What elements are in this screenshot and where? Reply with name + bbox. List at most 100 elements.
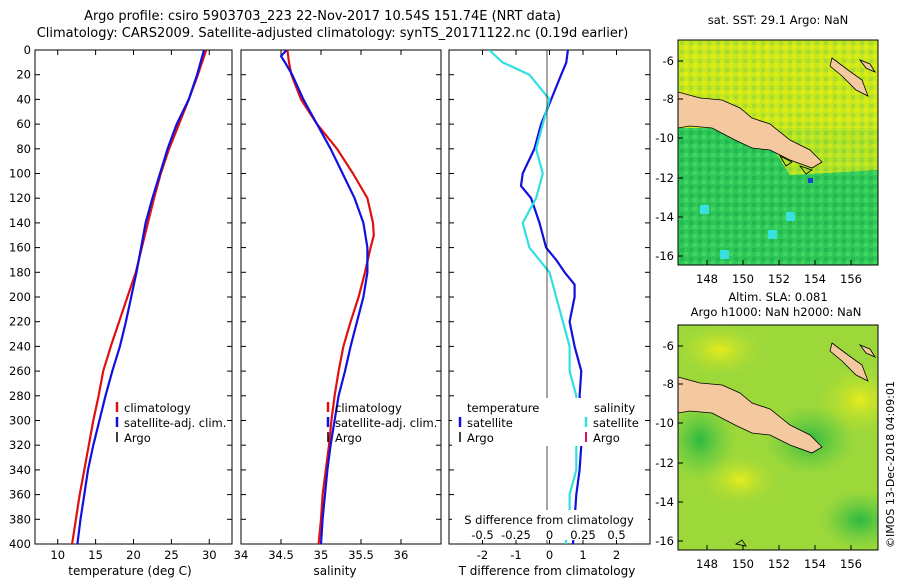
s-axis-background (452, 510, 648, 540)
y-tick-label: 200 (9, 290, 31, 304)
legend-label-argo: Argo (335, 431, 362, 445)
series-group (279, 50, 375, 544)
legend-label-satellite: satellite-adj. clim. (124, 416, 226, 430)
new-guinea-landmass (678, 376, 823, 454)
map-y-tick-label: -8 (663, 377, 674, 391)
x-tick-label: 25 (164, 548, 179, 562)
t-difference-axis-label: T difference from climatology (458, 564, 636, 578)
map-y-tick-label: -12 (655, 456, 674, 470)
y-tick-label: 180 (9, 265, 31, 279)
sla-high-blob (678, 325, 770, 380)
temperature-axis-label: temperature (deg C) (68, 564, 191, 578)
map-y-tick-label: -14 (655, 495, 674, 509)
sst-cyan-pixel (768, 230, 777, 239)
y-tick-label: 400 (9, 537, 31, 551)
map-y-tick-label: -6 (663, 54, 674, 68)
sla-low-blob (678, 400, 735, 480)
sla-low-blob (820, 490, 878, 550)
legend-label-t-satellite: satellite (467, 416, 513, 430)
map-x-tick-label: 156 (840, 272, 862, 286)
difference-legend: temperature salinity satellite Argo sate… (452, 398, 642, 446)
x-tick-label: 0 (546, 548, 553, 562)
map-y-tick-label: -10 (655, 131, 674, 145)
reef-outline (734, 539, 747, 547)
x-tick-label: 1 (579, 548, 586, 562)
x-tick-label: 30 (202, 548, 217, 562)
temperature-legend: climatology satellite-adj. clim. Argo (115, 401, 226, 445)
difference-panel-frame (448, 49, 651, 545)
new-britain-landmass (829, 57, 869, 97)
new-guinea-landmass (678, 91, 823, 169)
map-x-tick-label: 156 (840, 557, 862, 571)
map-x-tick-label: 150 (732, 557, 754, 571)
y-tick-label: 20 (16, 68, 31, 82)
sla-map-frame (677, 324, 879, 551)
x-tick-label: 10 (50, 548, 65, 562)
island-landmass (858, 344, 877, 358)
legend-label-t-argo: Argo (467, 431, 494, 445)
legend-label-s-satellite: satellite (593, 416, 639, 430)
chart-title-line2: Climatology: CARS2009. Satellite-adjuste… (36, 26, 629, 41)
map-y-tick-label: -8 (663, 92, 674, 106)
x-tick-label: -1 (510, 548, 521, 562)
series-group (71, 50, 208, 544)
map-y-tick-label: -10 (655, 416, 674, 430)
reef-outline (778, 155, 813, 175)
y-tick-label: 240 (9, 339, 31, 353)
salinity-panel-frame (240, 49, 442, 545)
map-x-tick-label: 152 (768, 272, 790, 286)
argo-location-marker (808, 178, 813, 183)
chart-title-line1: Argo profile: csiro 5903703_223 22-Nov-2… (84, 9, 561, 24)
y-tick-label: 80 (16, 142, 31, 156)
sst-map-title: sat. SST: 29.1 Argo: NaN (708, 13, 849, 27)
series-line-climatology (71, 50, 208, 544)
map-x-tick-label: 154 (804, 557, 826, 571)
top-tick-label: 0.25 (570, 528, 596, 542)
y-tick-label: 160 (9, 241, 31, 255)
y-tick-label: 220 (9, 315, 31, 329)
sla-map-title: Altim. SLA: 0.081 (728, 290, 827, 304)
sst-cyan-pixel (720, 250, 729, 259)
map-y-tick-label: -16 (655, 249, 674, 263)
legend-title-salinity: salinity (594, 401, 635, 415)
legend-label-argo: Argo (124, 431, 151, 445)
series-line-satellite-adj-clim- (279, 50, 369, 544)
sst-cyan-pixel (786, 212, 795, 221)
salinity-legend: climatology satellite-adj. clim. Argo (326, 401, 437, 445)
salinity-axis-label: salinity (313, 564, 356, 578)
x-tick-label: 20 (126, 548, 141, 562)
y-tick-label: 0 (24, 43, 31, 57)
map-y-tick-label: -12 (655, 171, 674, 185)
legend-label-climatology: climatology (335, 401, 402, 415)
y-tick-label: 120 (9, 191, 31, 205)
x-tick-label: 34.5 (268, 548, 294, 562)
temperature-panel-frame (34, 49, 233, 545)
x-tick-label: 36 (394, 548, 409, 562)
x-tick-label: 15 (88, 548, 103, 562)
legend-label-s-argo: Argo (593, 431, 620, 445)
sst-cyan-pixel (700, 205, 709, 214)
map-y-tick-label: -14 (655, 210, 674, 224)
map-x-tick-label: 150 (732, 272, 754, 286)
legend-label-satellite: satellite-adj. clim. (335, 416, 437, 430)
map-x-tick-label: 148 (696, 557, 718, 571)
y-tick-label: 140 (9, 216, 31, 230)
y-tick-label: 300 (9, 414, 31, 428)
map-x-tick-label: 152 (768, 557, 790, 571)
map-y-tick-label: -6 (663, 339, 674, 353)
top-tick-label: 0.5 (607, 528, 625, 542)
series-line-satellite-adj-clim- (76, 50, 206, 544)
y-tick-label: 40 (16, 92, 31, 106)
top-tick-label: -0.25 (501, 528, 531, 542)
y-tick-label: 100 (9, 167, 31, 181)
new-britain-landmass (829, 342, 869, 382)
y-tick-label: 280 (9, 389, 31, 403)
map-x-tick-label: 154 (804, 272, 826, 286)
x-tick-label: 35 (314, 548, 329, 562)
series-line-s-satellite (488, 50, 578, 544)
sst-map-frame (677, 39, 879, 266)
x-tick-label: -2 (477, 548, 488, 562)
x-tick-label: 35.5 (348, 548, 374, 562)
map-x-tick-label: 148 (696, 272, 718, 286)
x-tick-label: 2 (613, 548, 620, 562)
